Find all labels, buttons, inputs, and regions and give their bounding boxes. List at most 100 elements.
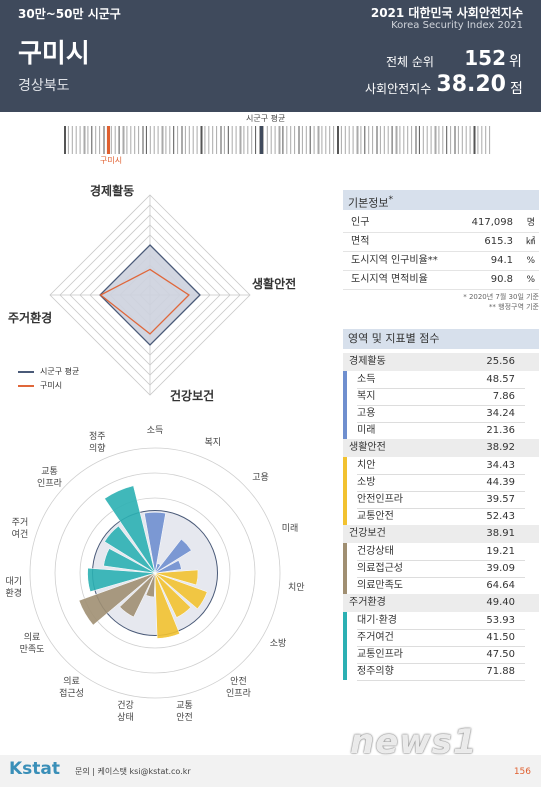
indicator-row: 의료접근성 39.09 — [343, 560, 539, 578]
polar-bar — [119, 572, 156, 618]
province-name: 경상북도 — [18, 78, 70, 94]
indicator-score: 19.21 — [486, 546, 515, 557]
strip-bar — [110, 126, 112, 154]
strip-bar — [192, 126, 194, 154]
info-row-urban-area: 도시지역 면적비율 90.8% — [343, 271, 539, 290]
polar-label: 안전 인프라 — [226, 676, 251, 699]
score-unit: 점 — [510, 81, 523, 97]
radar-legend: 시군구 평균 구미시 — [18, 365, 79, 393]
polar-label: 고용 — [252, 472, 269, 483]
indicator-row: 주거여건 41.50 — [343, 629, 539, 647]
indicator-name: 소방 — [357, 474, 525, 492]
indicator-score: 47.50 — [486, 649, 515, 660]
strip-bar — [356, 126, 359, 154]
polar-label: 주거 여건 — [11, 518, 29, 541]
scores-panel: 영역 및 지표별 점수 경제활동 25.56 소득 48.57 복지 7.86 고용 34.2… — [343, 329, 539, 681]
domain-row: 생활안전 38.92 — [343, 439, 539, 457]
info-note-2: ** 행정구역 기준 — [488, 303, 539, 311]
radar-average-area — [99, 244, 201, 346]
domain-score: 38.91 — [486, 528, 515, 539]
indicator-score: 7.86 — [492, 391, 515, 402]
domain-color-bar — [343, 405, 347, 422]
news1-watermark: news1 — [350, 722, 478, 762]
info-unit: 명 — [526, 218, 535, 228]
indicator-score: 44.39 — [486, 477, 515, 488]
info-value: 90.8 — [490, 274, 513, 285]
strip-bar — [239, 126, 242, 154]
strip-bar — [134, 126, 136, 154]
strip-bar — [372, 126, 374, 154]
index-title: 2021 대한민국 사회안전지수 — [370, 6, 523, 20]
polar-bar — [103, 548, 156, 574]
indicator-row: 의료만족도 64.64 — [343, 577, 539, 595]
strip-bar — [177, 126, 179, 154]
strip-bar — [461, 126, 463, 154]
strip-bar — [87, 126, 89, 154]
polar-bar — [144, 512, 166, 574]
legend-city: 구미시 — [18, 379, 79, 393]
kstat-logo: Kstat — [9, 759, 61, 779]
strip-bar — [95, 126, 97, 154]
radar-city-line — [99, 268, 190, 335]
rank-unit: 위 — [509, 54, 522, 70]
polar-bar — [104, 485, 156, 574]
rank-value: 152 — [464, 46, 506, 70]
strip-bar — [71, 126, 73, 154]
polar-bar — [154, 572, 180, 639]
indicator-name: 안전인프라 — [357, 491, 525, 509]
strip-bar — [329, 126, 331, 154]
strip-bar — [243, 126, 245, 154]
score-list: 경제활동 25.56 소득 48.57 복지 7.86 고용 34.24 미래 21.36 생활안전… — [343, 353, 539, 681]
strip-bar — [223, 126, 225, 154]
strip-bar — [317, 126, 320, 154]
contact-info: 문의 | 케이스탯 ksi@kstat.co.kr — [75, 767, 191, 776]
domain-row: 주거환경 49.40 — [343, 594, 539, 612]
indicator-score: 52.43 — [486, 511, 515, 522]
radar-label-life-safety: 생활안전 — [252, 277, 297, 291]
polar-bar — [104, 525, 156, 574]
basic-info-panel: 기본정보* 인구 417,098 명 면적 615.3 ㎢ 도시지역 인구비율** 94.… — [343, 190, 539, 312]
strip-bar — [196, 126, 198, 154]
strip-bar — [184, 126, 186, 154]
strip-bar — [379, 126, 381, 154]
indicator-row: 미래 21.36 — [343, 422, 539, 440]
strip-bar — [422, 126, 424, 154]
polar-bar — [154, 560, 182, 574]
polar-label: 교통 인프라 — [37, 466, 62, 489]
indicator-row: 소방 44.39 — [343, 474, 539, 492]
domain-color-bar — [343, 629, 347, 646]
strip-bar — [309, 126, 311, 154]
indicator-row: 치안 34.43 — [343, 457, 539, 475]
polar-label: 소방 — [269, 639, 287, 649]
polar-label: 치안 — [287, 582, 305, 593]
strip-bar — [333, 126, 335, 154]
legend-city-line — [18, 384, 34, 387]
strip-bar — [274, 126, 276, 154]
strip-bar — [114, 126, 116, 154]
basic-info-title: 기본정보* — [343, 190, 539, 210]
strip-bar — [262, 126, 264, 154]
basic-info-title-text: 기본정보 — [348, 196, 389, 210]
info-key: 도시지역 인구비율** — [351, 255, 438, 266]
strip-bar — [469, 126, 471, 154]
strip-bar — [438, 126, 440, 154]
page-number: 156 — [513, 767, 531, 777]
strip-bar — [403, 126, 405, 154]
strip-bar — [64, 126, 66, 154]
indicator-row: 건강상태 19.21 — [343, 543, 539, 561]
strip-bar — [321, 126, 323, 154]
strip-bar — [426, 126, 428, 154]
indicator-score: 21.36 — [486, 425, 515, 436]
indicator-score: 39.57 — [486, 494, 515, 505]
domain-color-bar — [343, 543, 347, 560]
indicator-score: 39.09 — [486, 563, 515, 574]
indicator-score: 34.24 — [486, 408, 515, 419]
strip-bar — [200, 126, 203, 154]
domain-color-bar — [343, 560, 347, 577]
strip-bar — [305, 126, 307, 154]
radar-label-economy: 경제활동 — [90, 184, 135, 198]
polar-grid-ring — [79, 497, 231, 649]
strip-bar — [325, 126, 327, 154]
strip-bar — [418, 126, 420, 154]
strip-bar — [298, 126, 300, 154]
